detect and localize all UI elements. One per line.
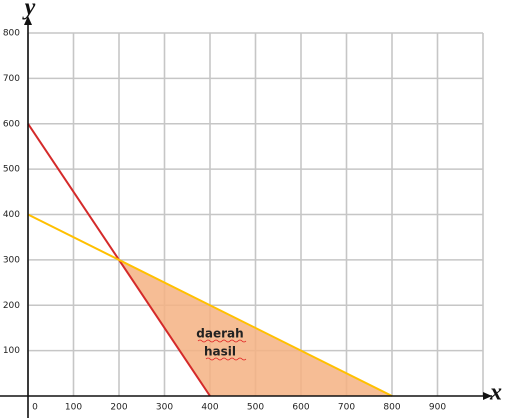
x-tick-label: 0 xyxy=(32,403,38,413)
x-tick-label: 600 xyxy=(292,403,309,413)
x-tick-label: 100 xyxy=(65,403,82,413)
y-axis-label: y xyxy=(22,0,36,21)
y-tick-label: 400 xyxy=(3,210,20,220)
y-tick-label: 500 xyxy=(3,165,20,175)
annotation: daerah xyxy=(196,327,243,341)
x-tick-label: 800 xyxy=(383,403,400,413)
constraint-line xyxy=(27,213,393,397)
y-tick-label: 200 xyxy=(3,301,20,311)
x-tick-label: 700 xyxy=(338,403,355,413)
y-tick-label: 300 xyxy=(3,255,20,265)
x-axis-arrow xyxy=(483,392,492,400)
spell-underline xyxy=(205,357,247,361)
spell-underline xyxy=(197,339,247,343)
y-tick-label: 700 xyxy=(3,74,20,84)
x-axis-label: x xyxy=(489,380,502,406)
x-tick-label: 200 xyxy=(110,403,127,413)
y-tick-label: 600 xyxy=(3,119,20,129)
x-tick-label: 900 xyxy=(429,403,446,413)
y-tick-label: 100 xyxy=(3,346,20,356)
x-tick-label: 300 xyxy=(156,403,173,413)
x-tick-label: 500 xyxy=(247,403,264,413)
y-tick-label: 800 xyxy=(3,29,20,39)
y-axis-arrow xyxy=(24,16,32,25)
plot: 0 100 200 300 400 500 600 700 800 900 100 200 300 400… xyxy=(0,16,492,418)
annotation: hasil xyxy=(204,345,236,359)
x-tick-label: 400 xyxy=(201,403,218,413)
